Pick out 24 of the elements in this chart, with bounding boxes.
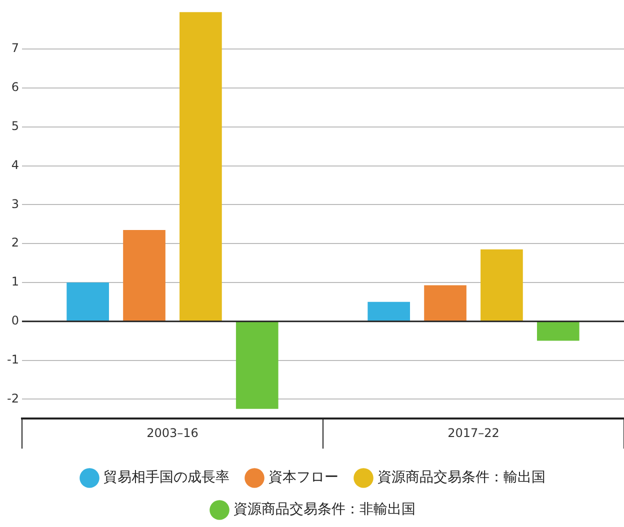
bar bbox=[180, 12, 222, 321]
bar bbox=[66, 282, 109, 321]
y-tick-label: 7 bbox=[11, 41, 19, 56]
bar bbox=[536, 322, 580, 341]
y-tick-label: 3 bbox=[11, 196, 19, 211]
legend-label: 資源商品交易条件：非輸出国 bbox=[234, 502, 416, 518]
legend-label: 資本フロー bbox=[268, 470, 338, 486]
y-tick-label: 1 bbox=[11, 274, 19, 289]
y-tick-label: 0 bbox=[11, 313, 19, 328]
x-tick-label: 2017–22 bbox=[448, 426, 500, 440]
bar bbox=[368, 302, 410, 321]
x-tick-label: 2003–16 bbox=[146, 426, 198, 440]
bar bbox=[480, 249, 523, 321]
y-tick-label: -2 bbox=[6, 391, 19, 406]
y-tick-label: 5 bbox=[11, 119, 19, 134]
legend-label: 貿易相手国の成長率 bbox=[104, 470, 230, 486]
bar bbox=[424, 285, 466, 321]
bar bbox=[123, 230, 166, 321]
bar bbox=[236, 322, 278, 409]
legend-label: 資源商品交易条件：輸出国 bbox=[378, 470, 546, 486]
y-tick-label: 2 bbox=[11, 236, 19, 250]
y-tick-label: 6 bbox=[11, 80, 19, 94]
y-tick-label: 4 bbox=[11, 158, 19, 172]
y-tick-label: -1 bbox=[6, 352, 19, 366]
